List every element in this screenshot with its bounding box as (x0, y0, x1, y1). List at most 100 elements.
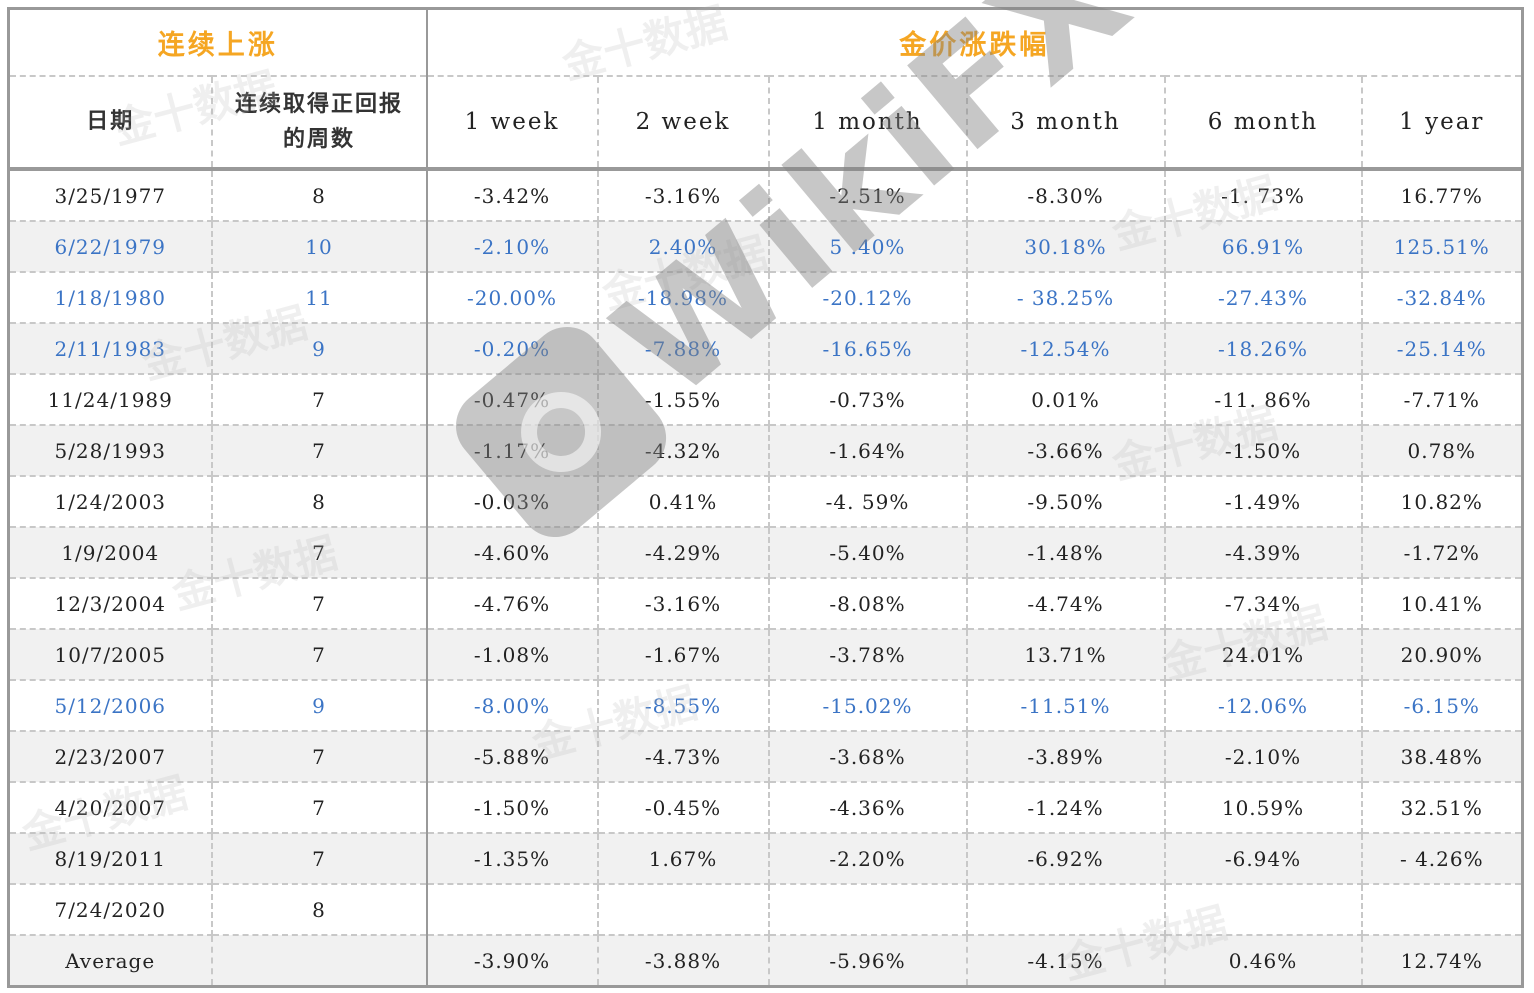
col-header-date: 日期 (7, 75, 213, 171)
cell-date: 7/24/2020 (7, 883, 213, 936)
cell-1-week: -4.60% (425, 526, 599, 579)
cell-weeks: 9 (210, 679, 428, 732)
cell-1-year: -7.71% (1360, 373, 1524, 426)
cell-1-year: 10.82% (1360, 475, 1524, 528)
cell-1-year: 38.48% (1360, 730, 1524, 783)
cell-weeks: 10 (210, 220, 428, 273)
cell-3-month (965, 883, 1166, 936)
cell-3-month: - 38.25% (965, 271, 1166, 324)
cell-1-year: 32.51% (1360, 781, 1524, 834)
cell-3-month: 30.18% (965, 220, 1166, 273)
data-table-container: 连续上涨 金价涨跌幅 日期 连续取得正回报的周数 1 week 2 week 1… (7, 7, 1525, 988)
cell-6-month: 66.91% (1163, 220, 1363, 273)
cell-6-month: -4.39% (1163, 526, 1363, 579)
cell-6-month: -1.49% (1163, 475, 1363, 528)
col-header-2-week: 2 week (596, 75, 770, 171)
cell-2-week: -4.32% (596, 424, 770, 477)
cell-6-month: -12.06% (1163, 679, 1363, 732)
cell-1-year: -6.15% (1360, 679, 1524, 732)
cell-2-week: -0.45% (596, 781, 770, 834)
table-row: 10/7/2005 7 -1.08% -1.67% -3.78% 13.71% 24.01%… (7, 628, 1524, 681)
table-row: 5/28/1993 7 -1.17% -4.32% -1.64% -3.66% -1.50%… (7, 424, 1524, 477)
cell-1-year: 12.74% (1360, 934, 1524, 988)
cell-1-week: -4.76% (425, 577, 599, 630)
cell-1-month: 5 .40% (767, 220, 968, 273)
cell-weeks: 8 (210, 883, 428, 936)
cell-1-month: -3.78% (767, 628, 968, 681)
cell-1-month: -16.65% (767, 322, 968, 375)
cell-1-month: -2.51% (767, 168, 968, 222)
cell-3-month: 0.01% (965, 373, 1166, 426)
cell-date: 4/20/2007 (7, 781, 213, 834)
cell-3-month: -3.66% (965, 424, 1166, 477)
table-row: 7/24/2020 8 (7, 883, 1524, 936)
cell-1-month: -15.02% (767, 679, 968, 732)
table-row: 2/23/2007 7 -5.88% -4.73% -3.68% -3.89% -2.10%… (7, 730, 1524, 783)
cell-date: 5/12/2006 (7, 679, 213, 732)
cell-2-week: -8.55% (596, 679, 770, 732)
cell-1-week: -2.10% (425, 220, 599, 273)
cell-1-week: -1.17% (425, 424, 599, 477)
table-row: 6/22/1979 10 -2.10% 2.40% 5 .40% 30.18% 66.91%… (7, 220, 1524, 273)
table-row: 4/20/2007 7 -1.50% -0.45% -4.36% -1.24% 10.59%… (7, 781, 1524, 834)
group-header-row: 连续上涨 金价涨跌幅 (7, 7, 1524, 77)
group-header-gold-price-change: 金价涨跌幅 (425, 7, 1524, 77)
cell-6-month: -1.50% (1163, 424, 1363, 477)
cell-date: 3/25/1977 (7, 168, 213, 222)
cell-1-week: -1.50% (425, 781, 599, 834)
cell-weeks: 9 (210, 322, 428, 375)
cell-weeks: 7 (210, 832, 428, 885)
cell-1-week: -1.08% (425, 628, 599, 681)
cell-1-week: -1.35% (425, 832, 599, 885)
cell-3-month: -4.74% (965, 577, 1166, 630)
column-header-row: 日期 连续取得正回报的周数 1 week 2 week 1 month 3 mo… (7, 75, 1524, 171)
group-header-consecutive-rise: 连续上涨 (7, 7, 428, 77)
cell-date: 2/11/1983 (7, 322, 213, 375)
cell-1-year: -25.14% (1360, 322, 1524, 375)
cell-2-week: -1.67% (596, 628, 770, 681)
cell-2-week: -3.16% (596, 577, 770, 630)
cell-1-year: 10.41% (1360, 577, 1524, 630)
cell-2-week: 2.40% (596, 220, 770, 273)
cell-3-month: -4.15% (965, 934, 1166, 988)
cell-1-month: -4.36% (767, 781, 968, 834)
cell-weeks: 7 (210, 628, 428, 681)
cell-1-week: -0.03% (425, 475, 599, 528)
cell-6-month: -7.34% (1163, 577, 1363, 630)
cell-weeks: 7 (210, 730, 428, 783)
cell-2-week: -4.73% (596, 730, 770, 783)
cell-3-month: -11.51% (965, 679, 1166, 732)
cell-3-month: -8.30% (965, 168, 1166, 222)
col-header-1-month: 1 month (767, 75, 968, 171)
cell-weeks: 8 (210, 475, 428, 528)
cell-3-month: 13.71% (965, 628, 1166, 681)
cell-6-month: -1. 73% (1163, 168, 1363, 222)
gold-returns-table: 连续上涨 金价涨跌幅 日期 连续取得正回报的周数 1 week 2 week 1… (7, 7, 1525, 988)
cell-1-year: 20.90% (1360, 628, 1524, 681)
table-row: 1/9/2004 7 -4.60% -4.29% -5.40% -1.48% -4.39% -… (7, 526, 1524, 579)
cell-date: 1/18/1980 (7, 271, 213, 324)
table-row: 3/25/1977 8 -3.42% -3.16% -2.51% -8.30% -1. 73… (7, 168, 1524, 222)
cell-weeks: 7 (210, 781, 428, 834)
cell-date: 1/24/2003 (7, 475, 213, 528)
cell-1-year: - 4.26% (1360, 832, 1524, 885)
table-row: 11/24/1989 7 -0.47% -1.55% -0.73% 0.01% -11. 8… (7, 373, 1524, 426)
cell-1-month: -2.20% (767, 832, 968, 885)
cell-1-month: -8.08% (767, 577, 968, 630)
cell-1-month: -5.40% (767, 526, 968, 579)
cell-date: 11/24/1989 (7, 373, 213, 426)
cell-1-month: -20.12% (767, 271, 968, 324)
cell-weeks: 8 (210, 168, 428, 222)
table-row: 8/19/2011 7 -1.35% 1.67% -2.20% -6.92% -6.94% -… (7, 832, 1524, 885)
cell-1-week: -0.20% (425, 322, 599, 375)
cell-date: 8/19/2011 (7, 832, 213, 885)
cell-weeks: 7 (210, 577, 428, 630)
cell-1-week: -3.42% (425, 168, 599, 222)
cell-1-month: -5.96% (767, 934, 968, 988)
cell-6-month: -11. 86% (1163, 373, 1363, 426)
cell-1-week (425, 883, 599, 936)
cell-1-month: -1.64% (767, 424, 968, 477)
col-header-3-month: 3 month (965, 75, 1166, 171)
cell-6-month: -6.94% (1163, 832, 1363, 885)
table-row: 12/3/2004 7 -4.76% -3.16% -8.08% -4.74% -7.34%… (7, 577, 1524, 630)
